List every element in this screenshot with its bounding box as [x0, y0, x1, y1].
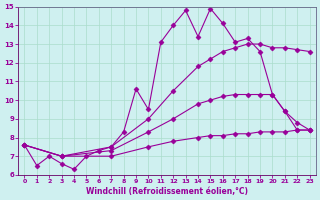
- X-axis label: Windchill (Refroidissement éolien,°C): Windchill (Refroidissement éolien,°C): [86, 187, 248, 196]
